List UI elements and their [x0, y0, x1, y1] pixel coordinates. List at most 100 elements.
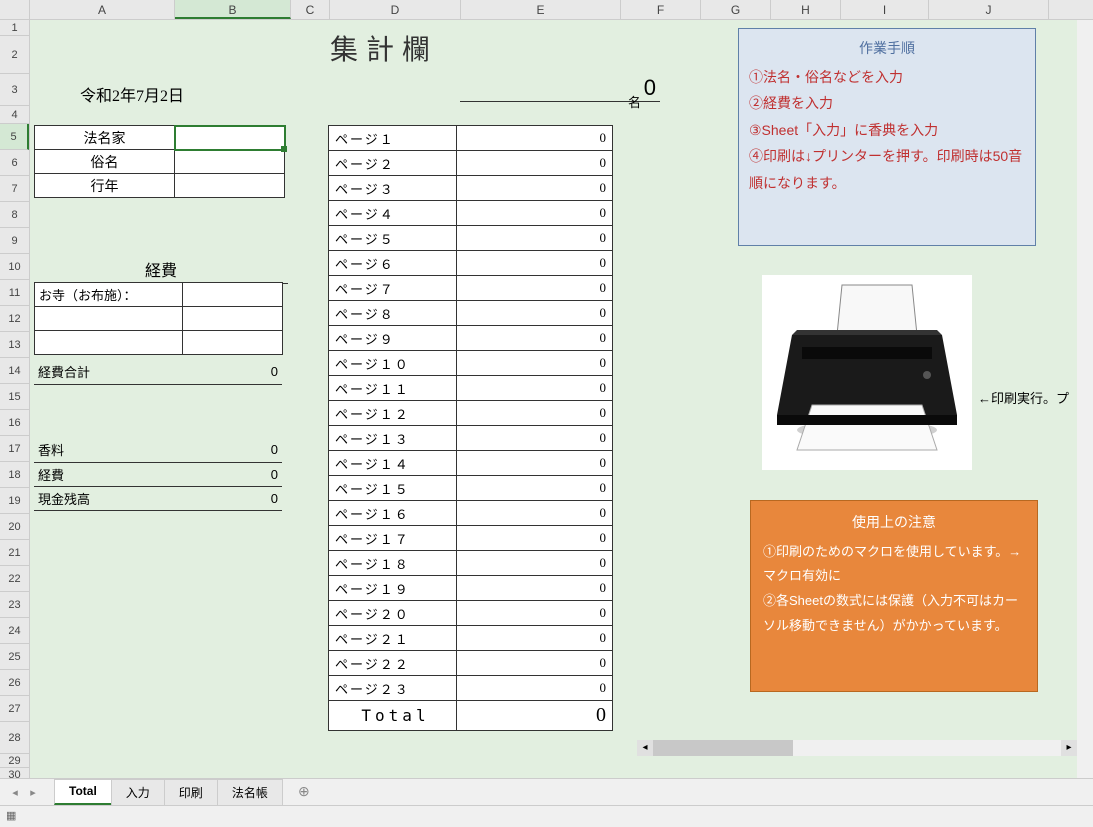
date-text: 令和2年7月2日 — [80, 82, 184, 106]
caution-header: 使用上の注意 — [763, 509, 1025, 536]
page-name: ページ１２ — [329, 401, 457, 426]
expense-table: お寺（お布施）： — [34, 282, 283, 355]
row-header-15[interactable]: 15 — [0, 384, 29, 410]
row-header-3[interactable]: 3 — [0, 74, 29, 106]
worksheet-area[interactable]: 集計欄 令和2年7月2日 0 名 法名家 俗名 行年 経費 お寺（お布施）： — [30, 20, 1093, 778]
printer-icon — [762, 275, 972, 470]
page-row: ページ１８0 — [329, 551, 613, 576]
page-name: ページ１７ — [329, 526, 457, 551]
row-header-22[interactable]: 22 — [0, 566, 29, 592]
ready-icon: ▦ — [6, 809, 16, 822]
row-header-14[interactable]: 14 — [0, 358, 29, 384]
row-header-28[interactable]: 28 — [0, 722, 29, 754]
page-name: ページ１ — [329, 126, 457, 151]
row-header-16[interactable]: 16 — [0, 410, 29, 436]
page-value: 0 — [457, 351, 613, 376]
row-header-23[interactable]: 23 — [0, 592, 29, 618]
row-header-2[interactable]: 2 — [0, 36, 29, 74]
page-row: ページ１２0 — [329, 401, 613, 426]
page-name: ページ７ — [329, 276, 457, 301]
row-header-8[interactable]: 8 — [0, 202, 29, 228]
expense-header: 経費 — [34, 257, 288, 284]
page-value: 0 — [457, 626, 613, 651]
row-header-17[interactable]: 17 — [0, 436, 29, 462]
column-header-A[interactable]: A — [30, 0, 175, 19]
expense-value[interactable] — [183, 283, 283, 307]
row-header-29[interactable]: 29 — [0, 754, 29, 768]
page-value: 0 — [457, 401, 613, 426]
sheet-tab-法名帳[interactable]: 法名帳 — [217, 779, 283, 805]
row-header-7[interactable]: 7 — [0, 176, 29, 202]
sheet-tab-Total[interactable]: Total — [54, 779, 112, 805]
instruction-line: ②経費を入力 — [749, 90, 1025, 117]
row-header-19[interactable]: 19 — [0, 488, 29, 514]
column-header-B[interactable]: B — [175, 0, 291, 19]
tab-nav-first[interactable]: ◂ — [6, 786, 24, 799]
sheet-tab-印刷[interactable]: 印刷 — [164, 779, 218, 805]
page-name: ページ２２ — [329, 651, 457, 676]
column-header-E[interactable]: E — [461, 0, 621, 19]
page-name: ページ４ — [329, 201, 457, 226]
page-name: ページ８ — [329, 301, 457, 326]
column-header-C[interactable]: C — [291, 0, 330, 19]
row-header-9[interactable]: 9 — [0, 228, 29, 254]
row-header-27[interactable]: 27 — [0, 696, 29, 722]
count-unit: 名 — [628, 92, 641, 111]
row-header-12[interactable]: 12 — [0, 306, 29, 332]
row-header-13[interactable]: 13 — [0, 332, 29, 358]
row-header-1[interactable]: 1 — [0, 20, 29, 36]
column-header-F[interactable]: F — [621, 0, 701, 19]
page-value: 0 — [457, 526, 613, 551]
row-header-25[interactable]: 25 — [0, 644, 29, 670]
info-value-cell[interactable] — [175, 150, 285, 174]
row-header-26[interactable]: 26 — [0, 670, 29, 696]
instruction-line: ①法名・俗名などを入力 — [749, 64, 1025, 91]
status-bar: ▦ — [0, 805, 1093, 827]
column-header-D[interactable]: D — [330, 0, 461, 19]
page-value: 0 — [457, 501, 613, 526]
summary-value: 0 — [182, 462, 282, 486]
row-headers: 1234567891011121314151617181920212223242… — [0, 20, 30, 778]
scroll-left-arrow[interactable]: ◂ — [637, 740, 653, 756]
row-header-21[interactable]: 21 — [0, 540, 29, 566]
tab-nav: ◂ ▸ — [6, 786, 42, 799]
column-header-G[interactable]: G — [701, 0, 771, 19]
expense-label[interactable] — [35, 307, 183, 331]
row-header-4[interactable]: 4 — [0, 106, 29, 124]
horizontal-scrollbar[interactable]: ◂ ▸ — [637, 740, 1077, 756]
row-header-24[interactable]: 24 — [0, 618, 29, 644]
summary-value: 0 — [182, 486, 282, 510]
column-header-I[interactable]: I — [841, 0, 929, 19]
scroll-track[interactable] — [653, 740, 1061, 756]
printer-button[interactable] — [762, 275, 972, 470]
page-name: ページ１９ — [329, 576, 457, 601]
row-header-20[interactable]: 20 — [0, 514, 29, 540]
sheet-title: 集計欄 — [330, 28, 438, 68]
column-header-H[interactable]: H — [771, 0, 841, 19]
row-header-11[interactable]: 11 — [0, 280, 29, 306]
page-row: ページ１３0 — [329, 426, 613, 451]
expense-label[interactable]: お寺（お布施）： — [35, 283, 183, 307]
expense-value[interactable] — [183, 307, 283, 331]
expense-value[interactable] — [183, 331, 283, 355]
info-value-cell[interactable] — [175, 174, 285, 198]
fill-handle[interactable] — [281, 146, 287, 152]
scroll-thumb[interactable] — [653, 740, 793, 756]
active-cell[interactable] — [175, 126, 285, 150]
vertical-scrollbar[interactable] — [1077, 20, 1093, 778]
expense-label[interactable] — [35, 331, 183, 355]
row-header-6[interactable]: 6 — [0, 150, 29, 176]
row-header-5[interactable]: 5 — [0, 124, 29, 150]
column-header-J[interactable]: J — [929, 0, 1049, 19]
total-value: 0 — [182, 360, 282, 384]
row-header-18[interactable]: 18 — [0, 462, 29, 488]
page-value: 0 — [457, 326, 613, 351]
sheet-tab-入力[interactable]: 入力 — [111, 779, 165, 805]
select-all-corner[interactable] — [0, 0, 30, 19]
add-sheet-button[interactable]: ⊕ — [292, 780, 316, 804]
expense-total: 経費合計0 — [34, 360, 282, 385]
tab-nav-prev[interactable]: ▸ — [24, 786, 42, 799]
column-headers: ABCDEFGHIJ — [0, 0, 1093, 20]
scroll-right-arrow[interactable]: ▸ — [1061, 740, 1077, 756]
row-header-10[interactable]: 10 — [0, 254, 29, 280]
